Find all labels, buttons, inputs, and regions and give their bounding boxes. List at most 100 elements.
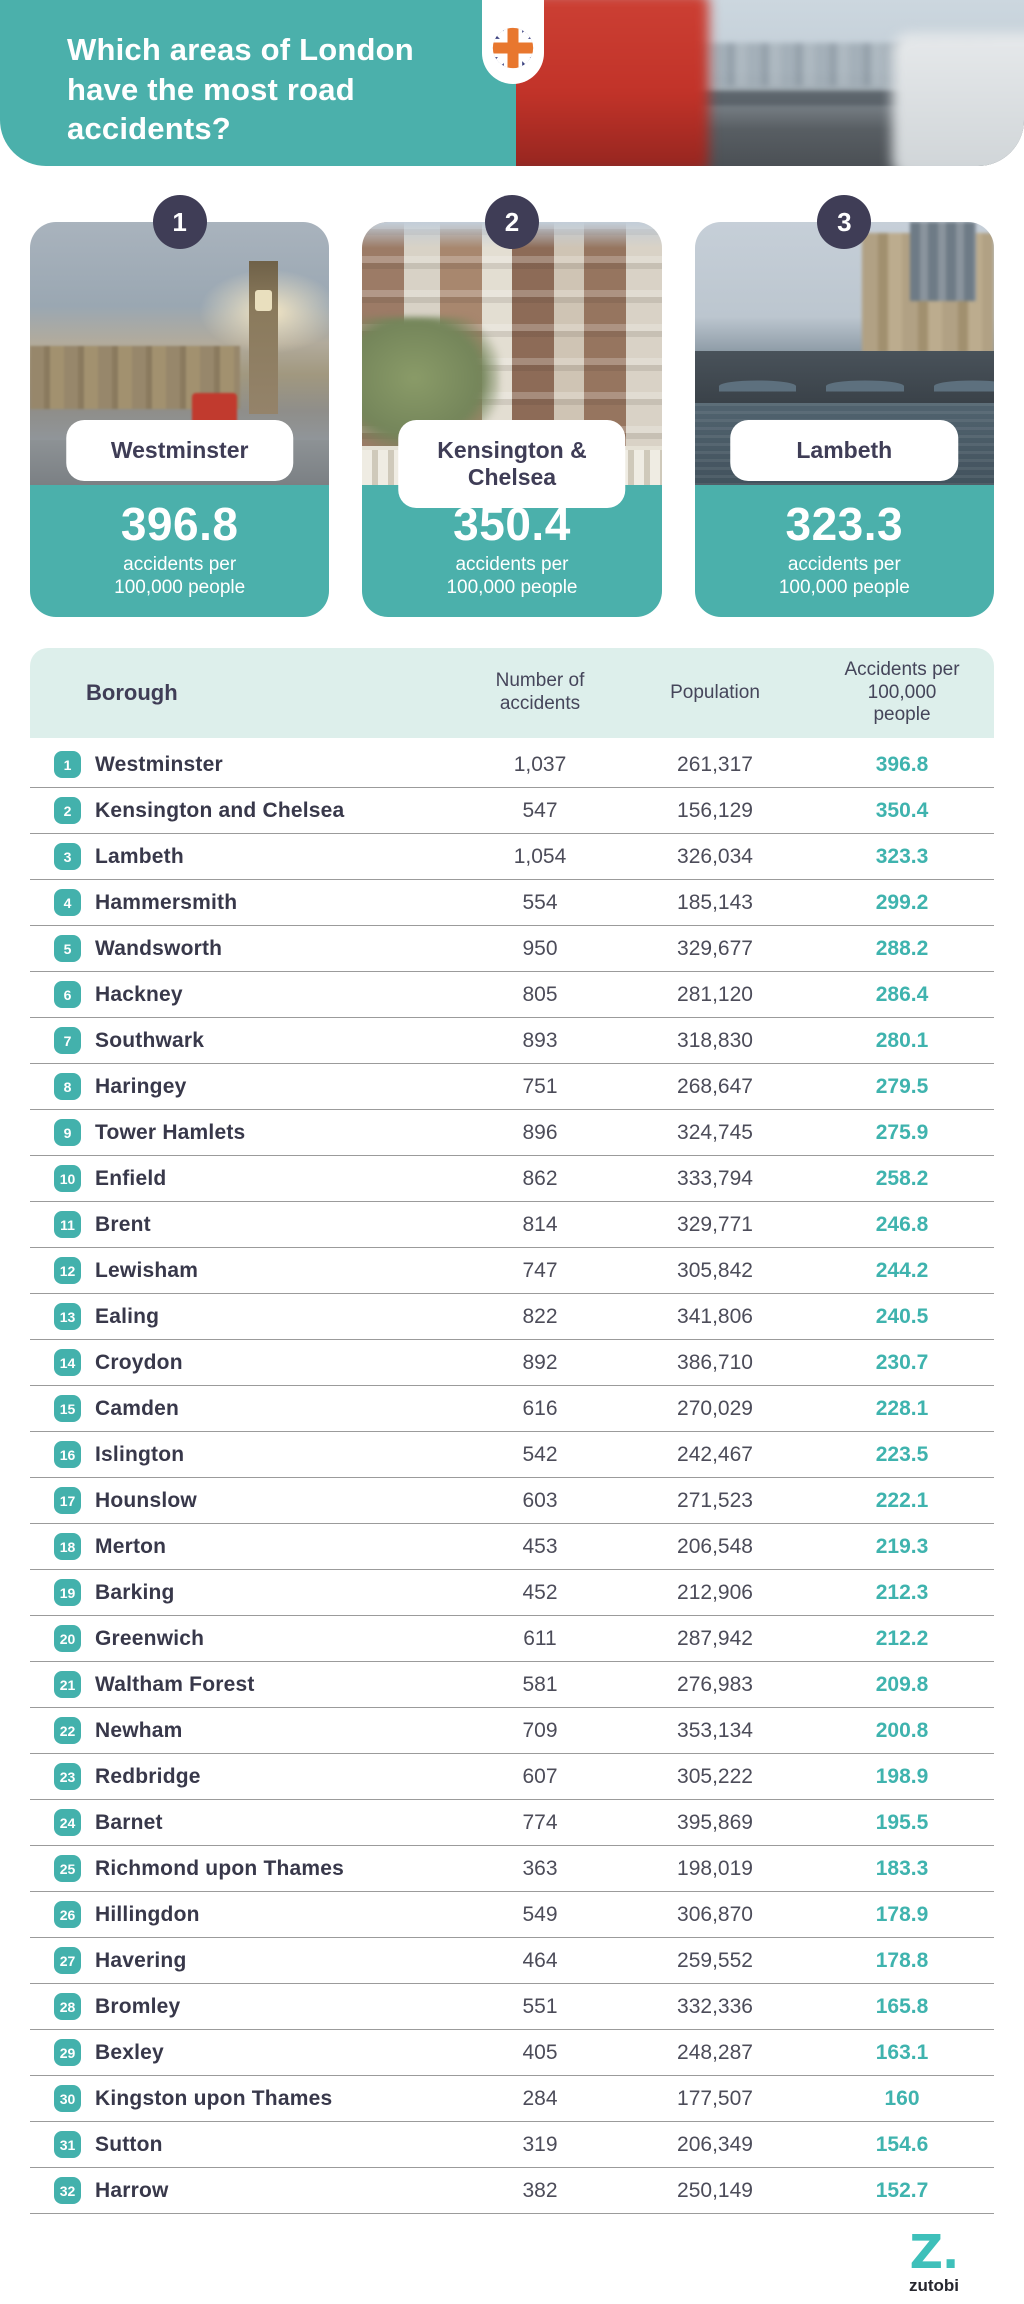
borough-cell: 4 Hammersmith [30,889,460,916]
accidents-value: 805 [522,982,558,1006]
population-value: 276,983 [677,1672,753,1696]
accidents-value: 464 [522,1948,558,1972]
accidents-value: 814 [522,1212,558,1236]
borough-cell: 14 Croydon [30,1349,460,1376]
borough-name: Lewisham [95,1258,199,1282]
table-body: 1 Westminster 1,037 261,317 396.8 2 Kensington… [30,742,994,2214]
borough-cell: 27 Havering [30,1947,460,1974]
accidents-value: 319 [522,2132,558,2156]
card-borough-label: Westminster [65,420,294,482]
borough-name: Southwark [95,1028,205,1052]
rate-value: 279.5 [875,1074,929,1098]
population-value: 268,647 [677,1074,753,1098]
borough-cell: 8 Haringey [30,1073,460,1100]
rate-value: 288.2 [875,936,929,960]
card-stat-panel: 396.8 accidents per 100,000 people [30,485,330,617]
rate-value: 275.9 [875,1120,929,1144]
accidents-value: 551 [522,1994,558,2018]
rate-value: 195.5 [875,1810,929,1834]
borough-cell: 22 Newham [30,1717,460,1744]
col-header-rate: Accidents per 100,000 people [844,658,960,726]
population-value: 156,129 [677,798,753,822]
borough-cell: 23 Redbridge [30,1763,460,1790]
table-row: 27 Havering 464 259,552 178.8 [30,1938,994,1984]
borough-cell: 21 Waltham Forest [30,1671,460,1698]
borough-cell: 7 Southwark [30,1027,460,1054]
borough-cell: 11 Brent [30,1211,460,1238]
table-row: 28 Bromley 551 332,336 165.8 [30,1984,994,2030]
accidents-value: 774 [522,1810,558,1834]
rate-value: 396.8 [875,752,929,776]
rate-caption: accidents per 100,000 people [446,554,578,599]
rate-value: 286.4 [875,982,929,1006]
population-value: 305,842 [677,1258,753,1282]
col-header-accidents: Number of accidents [495,670,585,714]
rate-value: 212.2 [875,1626,929,1650]
card-rank-3: 3 Lambeth 323.3 accidents per 100,000 pe… [694,195,994,617]
borough-cell: 25 Richmond upon Thames [30,1855,460,1882]
rate-value: 240.5 [875,1304,929,1328]
borough-name: Bexley [95,2040,164,2064]
borough-cell: 6 Hackney [30,981,460,1008]
borough-name: Havering [95,1948,187,1972]
table-row: 1 Westminster 1,037 261,317 396.8 [30,742,994,788]
borough-name: Ealing [95,1304,160,1328]
rank-badge: 22 [54,1717,81,1744]
rate-value: 152.7 [875,2178,929,2202]
borough-name: Kensington and Chelsea [95,798,345,822]
header: Which areas of London have the most road… [0,0,1024,166]
borough-cell: 9 Tower Hamlets [30,1119,460,1146]
rate-value: 154.6 [875,2132,929,2156]
rank-badge: 28 [54,1993,81,2020]
borough-cell: 26 Hillingdon [30,1901,460,1928]
accidents-value: 1,054 [513,844,567,868]
rate-value: 350.4 [875,798,929,822]
accidents-value: 747 [522,1258,558,1282]
bridge-shape [694,350,994,404]
borough-name: Barnet [95,1810,163,1834]
table-row: 17 Hounslow 603 271,523 222.1 [30,1478,994,1524]
rank-badge: 32 [54,2177,81,2204]
table-row: 6 Hackney 805 281,120 286.4 [30,972,994,1018]
borough-cell: 32 Harrow [30,2177,460,2204]
table-row: 15 Camden 616 270,029 228.1 [30,1386,994,1432]
population-value: 248,287 [677,2040,753,2064]
borough-cell: 20 Greenwich [30,1625,460,1652]
rate-value: 178.8 [875,1948,929,1972]
rank-badge: 9 [54,1119,81,1146]
table-row: 7 Southwark 893 318,830 280.1 [30,1018,994,1064]
table-row: 26 Hillingdon 549 306,870 178.9 [30,1892,994,1938]
table-row: 24 Barnet 774 395,869 195.5 [30,1800,994,1846]
borough-name: Redbridge [95,1764,201,1788]
rank-badge: 10 [54,1165,81,1192]
rank-badge: 3 [54,843,81,870]
accidents-value: 607 [522,1764,558,1788]
rank-badge: 2 [54,797,81,824]
accidents-value: 452 [522,1580,558,1604]
table-row: 12 Lewisham 747 305,842 244.2 [30,1248,994,1294]
rank-badge: 1 [54,751,81,778]
card-borough-label: Lambeth [730,420,959,482]
rate-value: 228.1 [875,1396,929,1420]
table-row: 10 Enfield 862 333,794 258.2 [30,1156,994,1202]
rate-value: 178.9 [875,1902,929,1926]
rank-badge: 31 [54,2131,81,2158]
borough-name: Newham [95,1718,183,1742]
rate-value: 160 [884,2086,920,2110]
population-value: 332,336 [677,1994,753,2018]
col-header-population: Population [670,681,760,703]
population-value: 177,507 [677,2086,753,2110]
rate-value: 163.1 [875,2040,929,2064]
accidents-value: 547 [522,798,558,822]
rank-badge: 15 [54,1395,81,1422]
rank-badge: 5 [54,935,81,962]
accidents-value: 453 [522,1534,558,1558]
accidents-value: 893 [522,1028,558,1052]
rate-value: 165.8 [875,1994,929,2018]
borough-name: Tower Hamlets [95,1120,246,1144]
borough-name: Richmond upon Thames [95,1856,345,1880]
table-row: 21 Waltham Forest 581 276,983 209.8 [30,1662,994,1708]
table-row: 30 Kingston upon Thames 284 177,507 160 [30,2076,994,2122]
accidents-value: 751 [522,1074,558,1098]
uk-flag-icon [492,27,534,69]
